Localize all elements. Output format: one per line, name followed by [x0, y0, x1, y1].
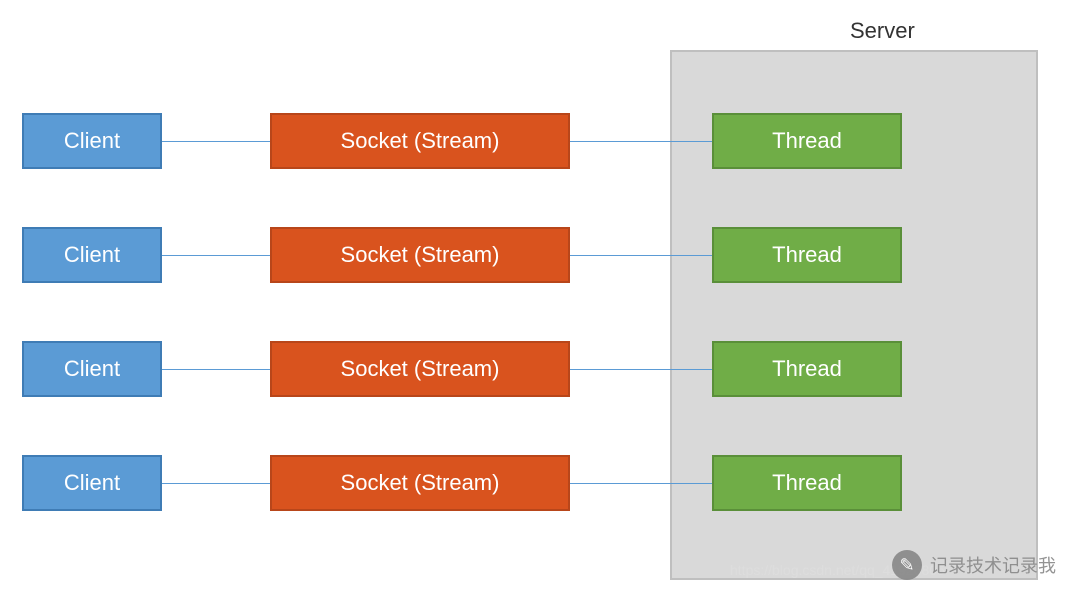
connector-socket-thread — [570, 483, 712, 484]
thread-box: Thread — [712, 341, 902, 397]
thread-box: Thread — [712, 227, 902, 283]
client-box: Client — [22, 341, 162, 397]
socket-box: Socket (Stream) — [270, 455, 570, 511]
connector-client-socket — [162, 369, 270, 370]
watermark: ✎ 记录技术记录我 — [892, 550, 1056, 580]
connector-client-socket — [162, 483, 270, 484]
socket-box: Socket (Stream) — [270, 113, 570, 169]
thread-box: Thread — [712, 113, 902, 169]
connector-socket-thread — [570, 369, 712, 370]
connector-socket-thread — [570, 141, 712, 142]
watermark-text: 记录技术记录我 — [930, 552, 1056, 578]
client-box: Client — [22, 113, 162, 169]
client-box: Client — [22, 455, 162, 511]
socket-box: Socket (Stream) — [270, 227, 570, 283]
server-label: Server — [850, 18, 915, 44]
client-box: Client — [22, 227, 162, 283]
connector-client-socket — [162, 255, 270, 256]
socket-box: Socket (Stream) — [270, 341, 570, 397]
connector-socket-thread — [570, 255, 712, 256]
wechat-icon: ✎ — [892, 550, 922, 580]
connector-client-socket — [162, 141, 270, 142]
thread-box: Thread — [712, 455, 902, 511]
